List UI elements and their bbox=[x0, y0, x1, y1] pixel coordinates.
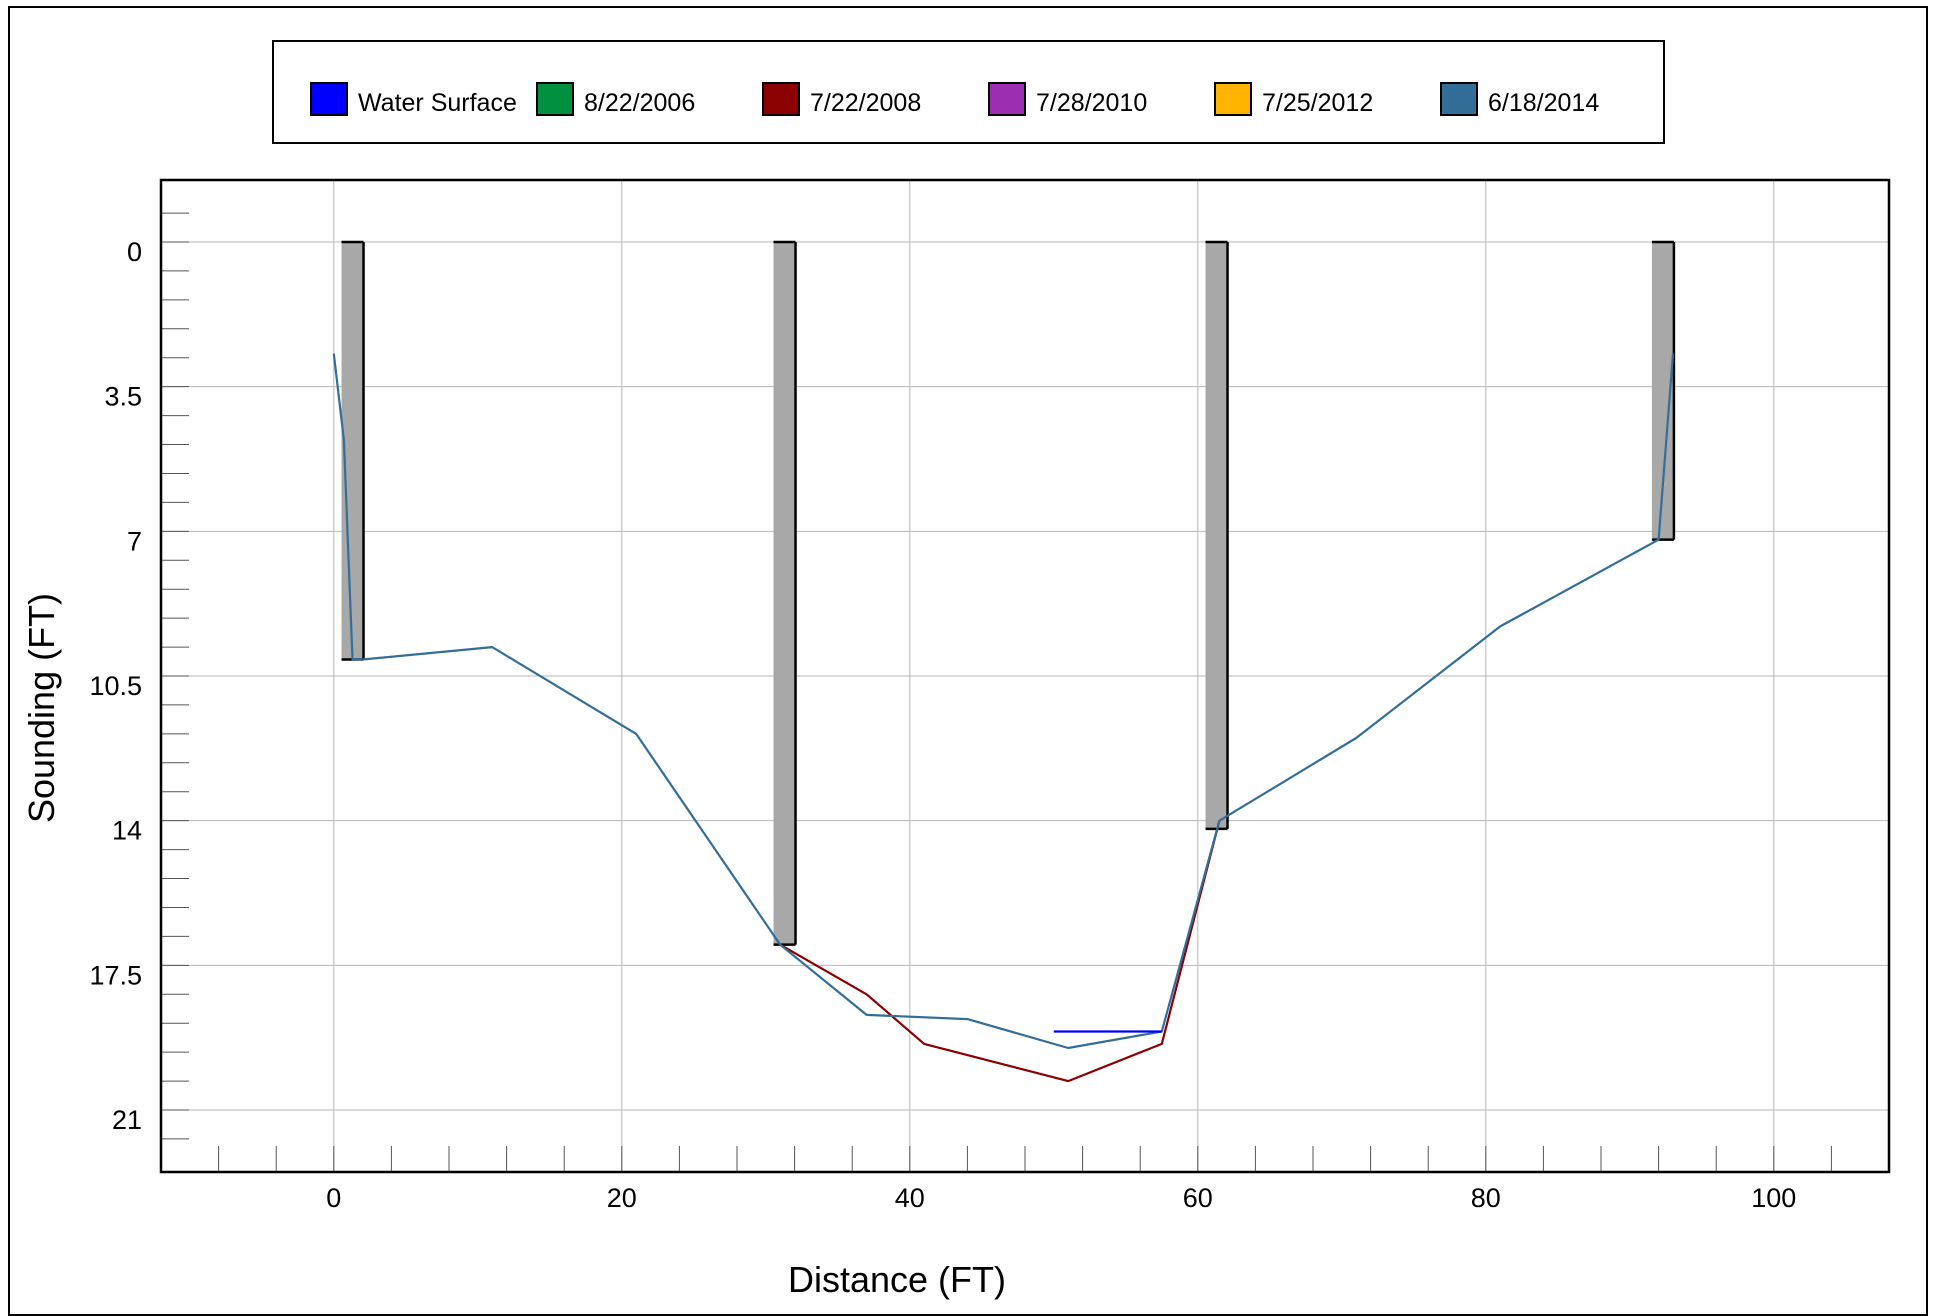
y-tick-label: 21 bbox=[112, 1105, 142, 1135]
legend-item-2014: 6/18/2014 bbox=[1440, 76, 1599, 116]
legend-label: 8/22/2006 bbox=[584, 89, 696, 117]
legend-item-2008: 7/22/2008 bbox=[762, 76, 921, 116]
x-tick-label: 20 bbox=[607, 1183, 637, 1213]
x-tick-label: 40 bbox=[895, 1183, 925, 1213]
plot-border bbox=[159, 178, 1891, 1174]
pile-column bbox=[1651, 242, 1674, 540]
legend-label: Water Surface bbox=[358, 89, 517, 117]
y-tick-label: 3.5 bbox=[104, 382, 142, 412]
y-tick-label: 14 bbox=[112, 816, 142, 846]
series-lines bbox=[332, 353, 1675, 1083]
legend-item-2006: 8/22/2006 bbox=[536, 76, 695, 116]
x-axis-label: Distance (FT) bbox=[788, 1259, 1006, 1300]
legend-label: 6/18/2014 bbox=[1488, 89, 1600, 117]
legend-item-water-surface: Water Surface bbox=[310, 76, 517, 116]
piles bbox=[341, 240, 1676, 946]
grid bbox=[161, 180, 1889, 1172]
tick-labels: 0 20 40 60 80 100 0 3.5 7 10.5 14 17.5 21 bbox=[89, 237, 1796, 1213]
pile-column bbox=[773, 242, 796, 945]
legend-swatch bbox=[1214, 82, 1252, 116]
x-tick-label: 80 bbox=[1471, 1183, 1501, 1213]
y-tick-label: 10.5 bbox=[89, 671, 142, 701]
y-tick-label: 0 bbox=[127, 237, 142, 267]
legend-label: 7/25/2012 bbox=[1262, 89, 1374, 117]
pile-column bbox=[341, 242, 364, 660]
y-tick-label: 7 bbox=[127, 526, 142, 556]
chart-legend: Water Surface 8/22/2006 7/22/2008 7/28/2… bbox=[272, 40, 1665, 144]
series-line-7-22-2008 bbox=[779, 820, 1221, 1083]
x-tick-label: 0 bbox=[326, 1183, 341, 1213]
legend-swatch bbox=[1440, 82, 1478, 116]
legend-swatch bbox=[762, 82, 800, 116]
x-tick-label: 100 bbox=[1751, 1183, 1796, 1213]
x-tick-label: 60 bbox=[1183, 1183, 1213, 1213]
series-line-6-18-2014 bbox=[332, 353, 1675, 1050]
y-tick-label: 17.5 bbox=[89, 960, 142, 990]
legend-label: 7/22/2008 bbox=[810, 89, 922, 117]
legend-swatch bbox=[536, 82, 574, 116]
legend-swatch bbox=[310, 82, 348, 116]
legend-item-2012: 7/25/2012 bbox=[1214, 76, 1373, 116]
legend-swatch bbox=[988, 82, 1026, 116]
chart-frame bbox=[8, 6, 1928, 1316]
legend-label: 7/28/2010 bbox=[1036, 89, 1148, 117]
legend-item-2010: 7/28/2010 bbox=[988, 76, 1147, 116]
y-axis-label: Sounding (FT) bbox=[21, 593, 62, 823]
pile-column bbox=[1205, 242, 1228, 829]
